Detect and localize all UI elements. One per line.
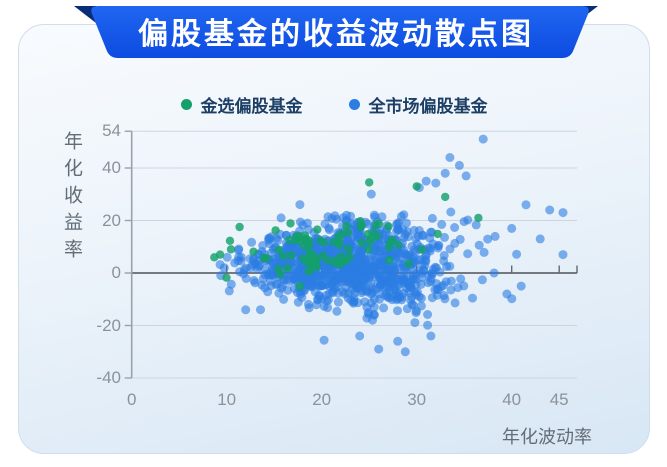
y-tick-label: 20 [102, 210, 121, 230]
legend-item: 金选偏股基金 [180, 92, 303, 117]
y-tick-label: 54 [102, 121, 121, 141]
y-tick-label: 0 [111, 263, 121, 282]
y-tick-label: -20 [96, 315, 121, 335]
x-tick-label: 0 [126, 390, 137, 409]
x-tick-label: 20 [312, 390, 332, 409]
legend-dot-icon [180, 99, 192, 110]
x-tick-label: 10 [217, 390, 237, 409]
chart-title: 偏股基金的收益波动散点图 [138, 18, 534, 51]
x-tick-label: 40 [502, 390, 522, 409]
x-tick-label: 45 [549, 390, 569, 409]
legend: 金选偏股基金 全市场偏股基金 [18, 92, 650, 117]
legend-label: 金选偏股基金 [200, 97, 303, 116]
y-axis-title: 年化收益率 [61, 131, 82, 266]
ribbon-fold-left-icon [74, 6, 96, 23]
legend-label: 全市场偏股基金 [368, 97, 488, 116]
x-tick-label: 30 [407, 390, 427, 409]
title-ribbon [74, 6, 598, 58]
y-tick-label: -40 [96, 368, 121, 387]
ribbon-band [91, 6, 589, 58]
x-axis-title: 年化波动率 [502, 427, 592, 447]
y-tick-label: 40 [102, 158, 121, 177]
legend-dot-icon [348, 99, 360, 110]
legend-item: 全市场偏股基金 [348, 92, 488, 117]
